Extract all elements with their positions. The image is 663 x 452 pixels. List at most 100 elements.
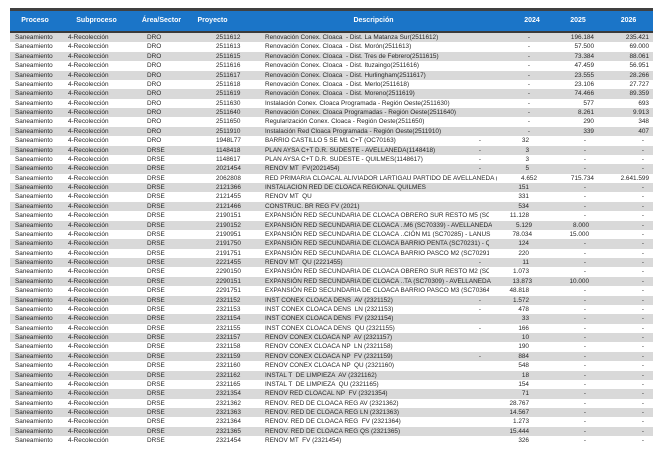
cell-y2024: 3 xyxy=(525,146,529,154)
descripcion-text: PLAN AYSA C+T D.R. SUDESTE - QUILMES(114… xyxy=(265,155,423,163)
cell-proceso: Saneamiento xyxy=(15,249,53,257)
cell-descripcion: RED PRIMARIA CLOACAL ALIVIADOR LARTIGAU … xyxy=(261,174,497,183)
cell-y2026: - xyxy=(641,249,644,257)
table-row: Saneamiento 4-Recolección DRSE 2321153 INST … xyxy=(10,305,653,314)
descripcion-text: Renovación Conex. Cloaca - Dist. Morón(2… xyxy=(265,43,412,51)
cell-subproceso: 4-Recolección xyxy=(68,71,109,79)
cell-subproceso: 4-Recolección xyxy=(68,90,109,98)
cell-y2024: 478 xyxy=(518,305,529,313)
cell-area_sector: DRSE xyxy=(147,380,165,388)
cell-descripcion: EXPANSIÓN RED SECUNDARIA DE CLOACA OBRER… xyxy=(261,267,489,276)
cell-y2026: - xyxy=(641,334,644,341)
cell-y2026: - xyxy=(641,221,644,229)
cell-y2025: - xyxy=(583,287,586,295)
cell-proyecto: 2321354 xyxy=(216,390,241,398)
cell-descripcion: INST CONEX CLOACA DENS FV (2321154) xyxy=(261,314,489,323)
cell-area_sector: DRSE xyxy=(147,287,165,295)
cell-y2026: - xyxy=(641,230,644,238)
cell-y2024: 48.818 xyxy=(509,287,529,295)
cell-area_sector: DRSE xyxy=(147,315,165,323)
cell-proceso: Saneamiento xyxy=(15,202,53,210)
cell-area_sector: DRSE xyxy=(147,230,165,238)
cell-y2024: 1.073 xyxy=(513,268,529,276)
cell-proyecto: 2321152 xyxy=(216,296,241,304)
cell-area_sector: DRSE xyxy=(147,155,165,163)
cell-y2026: 69.000 xyxy=(629,43,649,51)
cell-y2025: - xyxy=(583,352,586,360)
cell-proyecto: 2321155 xyxy=(216,324,241,332)
cell-descripcion: Instalación Conex. Cloaca Programada - R… xyxy=(261,99,490,108)
cell-y2025: - xyxy=(583,212,586,220)
cell-y2025: - xyxy=(583,437,586,445)
descripcion-dash: - xyxy=(478,352,481,360)
cell-subproceso: 4-Recolección xyxy=(68,212,109,220)
descripcion-text: RENOV. RED DE CLOACA REG AV (2321362) xyxy=(265,399,399,407)
cell-subproceso: 4-Recolección xyxy=(68,296,109,304)
cell-proyecto: 2321158 xyxy=(216,343,241,351)
descripcion-text: RENOV CONEX CLOACA NP QU (2321160) xyxy=(265,362,395,370)
descripcion-text: RED PRIMARIA CLOACAL ALIVIADOR LARTIGAU … xyxy=(265,174,497,182)
cell-proceso: Saneamiento xyxy=(15,399,53,407)
cell-proceso: Saneamiento xyxy=(15,52,53,60)
cell-proyecto: 2062808 xyxy=(216,174,241,182)
table-row: Saneamiento 4-Recolección DRSE 2321159 RENOV… xyxy=(10,351,653,362)
cell-descripcion: Renovación Conex. Cloaca Programadas - R… xyxy=(261,108,490,117)
cell-y2024: 11.128 xyxy=(509,212,529,220)
cell-proceso: Saneamiento xyxy=(15,146,53,154)
cell-y2026: - xyxy=(641,212,644,220)
cell-y2024: 15.444 xyxy=(509,427,529,435)
cell-y2024: 190 xyxy=(518,343,529,351)
cell-y2025: - xyxy=(583,296,586,304)
cell-y2024: 5 xyxy=(525,165,529,173)
table-row: Saneamiento 4-Recolección DRSE 2021454 RENOV… xyxy=(10,164,653,174)
cell-y2026: - xyxy=(641,137,644,145)
table-row: Saneamiento 4-Recolección DRSE 2121366 INSTA… xyxy=(10,183,653,193)
table-row: Saneamiento 4-Recolección DRSE 2321155 INST … xyxy=(10,324,653,333)
cell-y2026: - xyxy=(641,371,644,379)
descripcion-text: RENOV MT QU (2221455) xyxy=(265,259,343,266)
cell-y2024: 33 xyxy=(521,315,529,323)
cell-y2024: 10 xyxy=(521,334,529,341)
cell-y2024: 71 xyxy=(521,390,529,398)
cell-subproceso: 4-Recolección xyxy=(68,127,109,135)
table-row: Saneamiento 4-Recolección DRSE 2190152 EXPAN… xyxy=(10,220,653,230)
cell-y2026: - xyxy=(641,193,644,201)
cell-proceso: Saneamiento xyxy=(15,165,53,173)
cell-y2026: - xyxy=(641,296,644,304)
cell-subproceso: 4-Recolección xyxy=(68,343,109,351)
cell-descripcion: RENOV MT QU xyxy=(261,192,489,201)
cell-descripcion: INST CONEX CLOACA DENS AV (2321152) - xyxy=(261,296,489,305)
cell-y2026: - xyxy=(641,146,644,154)
cell-y2024: - xyxy=(527,127,530,135)
cell-y2024: 18 xyxy=(521,371,529,379)
descripcion-text: Renovación Conex. Cloaca - Dist. Ituzain… xyxy=(265,62,420,70)
cell-descripcion: RENOV MT QU (2221455) - xyxy=(261,258,489,267)
cell-area_sector: DRO xyxy=(147,71,162,79)
cell-subproceso: 4-Recolección xyxy=(68,380,109,388)
cell-descripcion: RENOV CONEX CLOACA NP AV (2321157) xyxy=(261,333,489,342)
cell-proyecto: 2321162 xyxy=(216,371,241,379)
cell-proyecto: 2190152 xyxy=(216,221,241,229)
cell-y2025: 15.000 xyxy=(569,230,589,238)
cell-area_sector: DRSE xyxy=(147,146,165,154)
cell-y2025: - xyxy=(583,324,586,332)
cell-y2026: 89.359 xyxy=(629,90,649,98)
descripcion-text: INSTAL T DE LIMPIEZA QU (2321165) xyxy=(265,380,379,388)
cell-subproceso: 4-Recolección xyxy=(68,259,109,266)
descripcion-text: Instalación Conex. Cloaca Programada - R… xyxy=(265,99,450,107)
cell-area_sector: DRSE xyxy=(147,259,165,266)
cell-subproceso: 4-Recolección xyxy=(68,287,109,295)
cell-proceso: Saneamiento xyxy=(15,324,53,332)
table-header-row: Proceso Subproceso Área/Sector Proyecto Desc… xyxy=(10,11,653,33)
cell-y2024: 32 xyxy=(521,137,529,145)
cell-area_sector: DRO xyxy=(147,109,162,116)
cell-descripcion: EXPANSIÓN RED SECUNDARIA DE CLOACA BARRI… xyxy=(261,286,489,295)
table-row: Saneamiento 4-Recolección DRSE 2321160 RENOV… xyxy=(10,361,653,370)
cell-y2024: - xyxy=(527,34,530,41)
table-row: Saneamiento 4-Recolección DRSE 2190151 EXPAN… xyxy=(10,211,653,220)
cell-area_sector: DRSE xyxy=(147,427,165,435)
table-row: Saneamiento 4-Recolección DRSE 2191750 EXPAN… xyxy=(10,239,653,249)
cell-y2026: 56.951 xyxy=(629,62,649,70)
cell-y2026: - xyxy=(641,380,644,388)
column-header-descripcion: Descripción xyxy=(353,17,394,25)
